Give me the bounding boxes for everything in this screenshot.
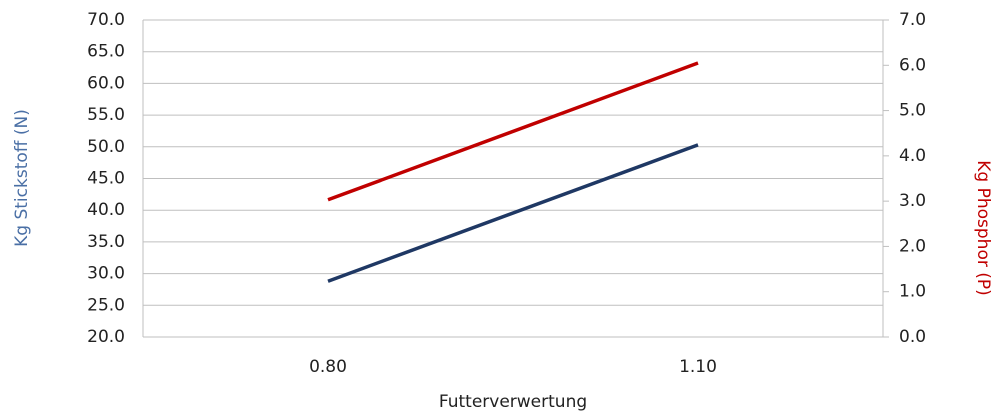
series-line xyxy=(327,143,699,283)
y2-tick-label: 5.0 xyxy=(899,101,926,121)
y2-tick-label: 4.0 xyxy=(899,146,926,166)
y-tick-label: 45.0 xyxy=(87,169,125,189)
y2-tick-label: 6.0 xyxy=(899,55,926,75)
y2-tick-label: 7.0 xyxy=(899,10,926,30)
y2-tick-label: 2.0 xyxy=(899,236,926,256)
y-tick-label: 35.0 xyxy=(87,232,125,252)
y-tick-label: 30.0 xyxy=(87,264,125,284)
y2-tick-label: 0.0 xyxy=(899,327,926,347)
y2-axis-title: Kg Phosphor (P) xyxy=(973,160,993,296)
x-axis-title: Futterverwertung xyxy=(439,392,587,412)
y-tick-label: 65.0 xyxy=(87,42,125,62)
y-tick-label: 55.0 xyxy=(87,105,125,125)
y-tick-label: 40.0 xyxy=(87,200,125,220)
y-tick-label: 25.0 xyxy=(87,295,125,315)
y-tick-label: 50.0 xyxy=(87,137,125,157)
y-tick-label: 60.0 xyxy=(87,73,125,93)
y2-tick-label: 3.0 xyxy=(899,191,926,211)
y-tick-label: 70.0 xyxy=(87,10,125,30)
y-tick-label: 20.0 xyxy=(87,327,125,347)
y2-tick-label: 1.0 xyxy=(899,282,926,302)
x-tick-label: 1.10 xyxy=(679,357,717,377)
y-axis-title: Kg Stickstoff (N) xyxy=(12,109,32,247)
x-tick-label: 0.80 xyxy=(309,357,347,377)
series-line xyxy=(327,61,699,202)
